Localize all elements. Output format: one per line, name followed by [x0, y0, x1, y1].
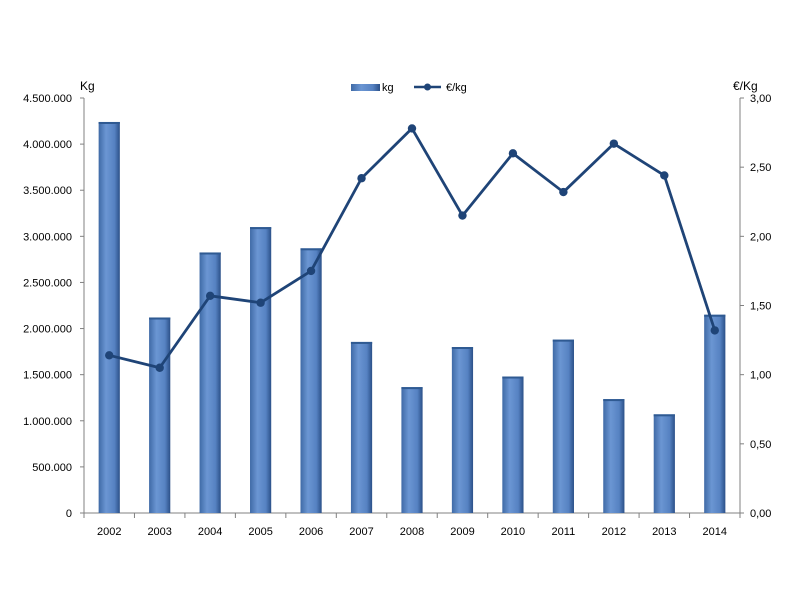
bar-top-edge: [98, 121, 120, 124]
x-tick-label: 2007: [349, 526, 373, 538]
bar-2006: [300, 248, 322, 514]
line-point-2014: [710, 326, 719, 335]
bar-2005: [250, 227, 272, 513]
legend-bar-label: kg: [382, 82, 394, 94]
bar-2009: [451, 347, 474, 513]
y-axis-unit-label: Kg: [80, 79, 95, 93]
bar-series-kg: [98, 121, 726, 514]
y2-tick-label: 3,00: [750, 93, 771, 105]
line-point-2005: [256, 298, 265, 307]
bar-2010: [502, 376, 524, 513]
bar-top-edge: [451, 347, 474, 349]
bar-top-edge: [250, 227, 272, 230]
y-tick-label: 4.500.000: [23, 93, 72, 105]
bar-top-edge: [300, 248, 322, 251]
bar-2002: [98, 121, 120, 513]
x-tick-label: 2003: [147, 526, 171, 538]
line-point-2004: [205, 291, 215, 301]
y-tick-label: 2.000.000: [23, 324, 72, 336]
y-tick-label: 3.500.000: [23, 185, 72, 197]
bar-2004: [199, 252, 221, 513]
line-point-2006: [306, 266, 316, 276]
x-tick-label: 2013: [652, 526, 676, 538]
x-tick-label: 2014: [703, 526, 727, 538]
y-tick-label: 3.000.000: [23, 231, 72, 243]
x-axis-ticks: 2002 2003 2004 2005 2006 2007 2008 2009 2010 2011…: [83, 513, 741, 538]
y2-tick-label: 2,50: [750, 162, 771, 174]
x-tick-label: 2006: [299, 526, 323, 538]
bar-top-edge: [653, 414, 675, 417]
y2-axis-unit-label: €/Kg: [733, 79, 758, 93]
y2-tick-label: 1,50: [750, 301, 771, 313]
bar-2003: [149, 317, 171, 513]
legend-line-label: €/kg: [446, 82, 467, 94]
y2-axis-ticks: 0,00 0,50 1,00 1,50 2,00 2,50 3,00: [740, 93, 771, 520]
bar-top-edge: [149, 317, 171, 320]
line-point-2011: [559, 187, 568, 197]
legend-bar-swatch: [351, 84, 380, 91]
x-tick-label: 2008: [400, 526, 424, 538]
y-tick-label: 0: [66, 508, 72, 520]
bar-top-edge: [401, 387, 423, 390]
bar-top-edge: [350, 341, 373, 344]
bar-top-edge: [603, 399, 625, 402]
line-point-2013: [660, 171, 669, 180]
y-tick-label: 1.000.000: [23, 416, 72, 428]
y-tick-label: 2.500.000: [23, 277, 72, 289]
x-tick-label: 2002: [97, 526, 121, 538]
bar-2008: [401, 387, 423, 513]
bar-top-edge: [199, 252, 221, 255]
legend: kg €/kg: [351, 82, 467, 94]
x-tick-label: 2012: [602, 526, 626, 538]
x-tick-label: 2010: [501, 526, 525, 538]
bar-top-edge: [502, 376, 524, 379]
line-point-2003: [155, 363, 164, 372]
bar-2013: [653, 414, 675, 513]
y-tick-label: 500.000: [32, 462, 72, 474]
bar-2014: [704, 314, 726, 513]
x-tick-label: 2004: [198, 526, 222, 538]
bar-2011: [552, 339, 574, 513]
y-tick-label: 1.500.000: [23, 370, 72, 382]
bar-2012: [603, 399, 625, 513]
line-point-2008: [407, 124, 417, 133]
x-tick-label: 2011: [552, 526, 576, 538]
y2-tick-label: 1,00: [750, 370, 771, 382]
y2-tick-label: 0,50: [750, 439, 771, 451]
x-tick-label: 2005: [248, 526, 272, 538]
bar-top-edge: [704, 314, 726, 317]
line-point-2002: [105, 351, 114, 360]
line-point-2010: [508, 149, 518, 158]
y2-tick-label: 2,00: [750, 231, 771, 243]
legend-line-marker: [424, 83, 431, 91]
x-tick-label: 2009: [450, 526, 474, 538]
line-point-2009: [458, 211, 467, 220]
line-series-eur-per-kg: [105, 124, 719, 372]
y-axis-ticks: 0 500.000 1.000.000 1.500.000 2.000.000 2.500…: [23, 93, 84, 520]
line-point-2007: [357, 174, 366, 183]
y-tick-label: 4.000.000: [23, 139, 72, 151]
bar-top-edge: [552, 339, 574, 342]
y2-tick-label: 0,00: [750, 508, 771, 520]
line-point-2012: [609, 139, 619, 148]
bar-2007: [350, 341, 373, 513]
